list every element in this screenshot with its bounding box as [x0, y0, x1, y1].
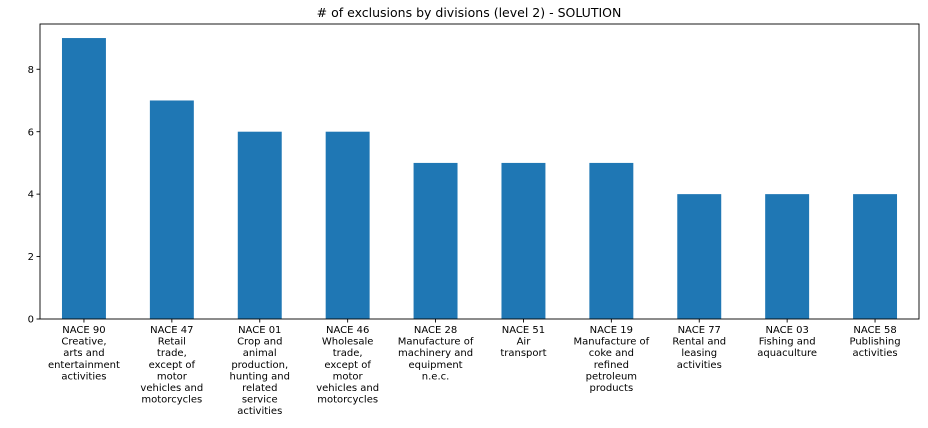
bar-0 [61, 38, 106, 320]
x-tick-label-line: motorcycles [141, 395, 202, 406]
y-tick-label-0: 0 [28, 315, 34, 326]
x-tick-label-line: Manufacture of [573, 337, 649, 348]
x-tick-label-line: Manufacture of [398, 337, 474, 348]
x-tick-label-line: NACE 19 [590, 325, 633, 336]
x-tick-label-8: NACE 03 Fishing and aquaculture [757, 325, 817, 359]
y-axis: 0 2 4 6 8 [28, 65, 40, 326]
x-tick-label-line: machinery and [398, 348, 473, 359]
x-tick-label-line: Rental and [672, 337, 726, 348]
x-tick-label-line: motor [333, 371, 364, 382]
x-tick-label-1: NACE 47 Retail trade, except of motor vehicle… [140, 325, 203, 406]
x-tick-label-line: Air [517, 337, 532, 348]
x-tick-label-line: coke and [589, 348, 634, 359]
x-tick-label-line: hunting and [230, 371, 290, 382]
bar-4 [413, 162, 458, 319]
chart-title: # of exclusions by divisions (level 2) -… [317, 5, 622, 20]
x-tick-label-line: except of [324, 360, 371, 371]
x-tick-label-7: NACE 77 Rental and leasing activities [672, 325, 726, 371]
x-tick-label-line: petroleum [586, 371, 637, 382]
x-tick-label-line: equipment [408, 360, 462, 371]
x-tick-label-9: NACE 58 Publishing activities [849, 325, 900, 359]
x-tick-label-line: related [242, 383, 277, 394]
y-tick-label-3: 6 [28, 127, 34, 138]
x-tick-label-line: NACE 47 [150, 325, 193, 336]
x-tick-label-2: NACE 01 Crop and animal production, hunting … [230, 325, 290, 417]
x-tick-label-line: activities [677, 360, 722, 371]
x-tick-label-line: leasing [681, 348, 717, 359]
x-tick-label-4: NACE 28 Manufacture of machinery and equipm… [398, 325, 474, 382]
bar-7 [677, 194, 722, 319]
x-tick-label-line: Creative, [61, 337, 106, 348]
bar-1 [149, 100, 194, 320]
x-tick-label-line: NACE 51 [502, 325, 545, 336]
x-tick-label-line: Fishing and [759, 337, 816, 348]
x-tick-label-line: transport [500, 348, 546, 359]
x-tick-label-line: NACE 03 [765, 325, 808, 336]
x-tick-label-line: aquaculture [757, 348, 817, 359]
x-tick-label-line: arts and [63, 348, 104, 359]
x-tick-label-line: NACE 77 [678, 325, 721, 336]
x-tick-label-line: refined [594, 360, 629, 371]
bar-5 [501, 162, 546, 319]
bar-6 [589, 162, 634, 319]
bar-3 [325, 131, 370, 319]
x-tick-label-line: motorcycles [317, 395, 378, 406]
x-tick-label-line: trade, [157, 348, 187, 359]
x-tick-label-line: products [590, 383, 634, 394]
x-tick-label-line: NACE 58 [853, 325, 896, 336]
x-axis: NACE 90 Creative, arts and entertainment act… [48, 319, 901, 417]
x-tick-label-3: NACE 46 Wholesale trade, except of motor vehi… [316, 325, 379, 406]
x-tick-label-5: NACE 51 Air transport [500, 325, 546, 359]
x-tick-label-0: NACE 90 Creative, arts and entertainment act… [48, 325, 120, 382]
x-tick-label-line: motor [157, 371, 188, 382]
x-tick-label-6: NACE 19 Manufacture of coke and refined petr… [573, 325, 649, 394]
bar-8 [765, 194, 810, 319]
bar-9 [853, 194, 898, 319]
x-tick-label-line: activities [61, 371, 106, 382]
x-tick-label-line: activities [237, 406, 282, 417]
x-tick-label-line: NACE 01 [238, 325, 281, 336]
y-tick-label-1: 2 [28, 252, 34, 263]
x-tick-label-line: entertainment [48, 360, 120, 371]
x-tick-label-line: service [242, 395, 278, 406]
x-tick-label-line: n.e.c. [422, 371, 450, 382]
x-tick-label-line: NACE 28 [414, 325, 457, 336]
bar-2 [237, 131, 282, 319]
x-tick-label-line: activities [853, 348, 898, 359]
x-tick-label-line: Crop and [237, 337, 282, 348]
x-tick-label-line: NACE 90 [62, 325, 105, 336]
x-tick-label-line: Wholesale [322, 337, 374, 348]
y-tick-label-2: 4 [28, 190, 34, 201]
bars-layer [61, 38, 898, 320]
x-tick-label-line: vehicles and [316, 383, 379, 394]
x-tick-label-line: animal [243, 348, 277, 359]
x-tick-label-line: Publishing [849, 337, 900, 348]
x-tick-label-line: production, [231, 360, 288, 371]
x-tick-label-line: Retail [158, 337, 186, 348]
y-tick-label-4: 8 [28, 65, 34, 76]
x-tick-label-line: except of [149, 360, 196, 371]
x-tick-label-line: vehicles and [140, 383, 203, 394]
x-tick-label-line: trade, [333, 348, 363, 359]
x-tick-label-line: NACE 46 [326, 325, 369, 336]
plot-area-frame [39, 23, 920, 320]
